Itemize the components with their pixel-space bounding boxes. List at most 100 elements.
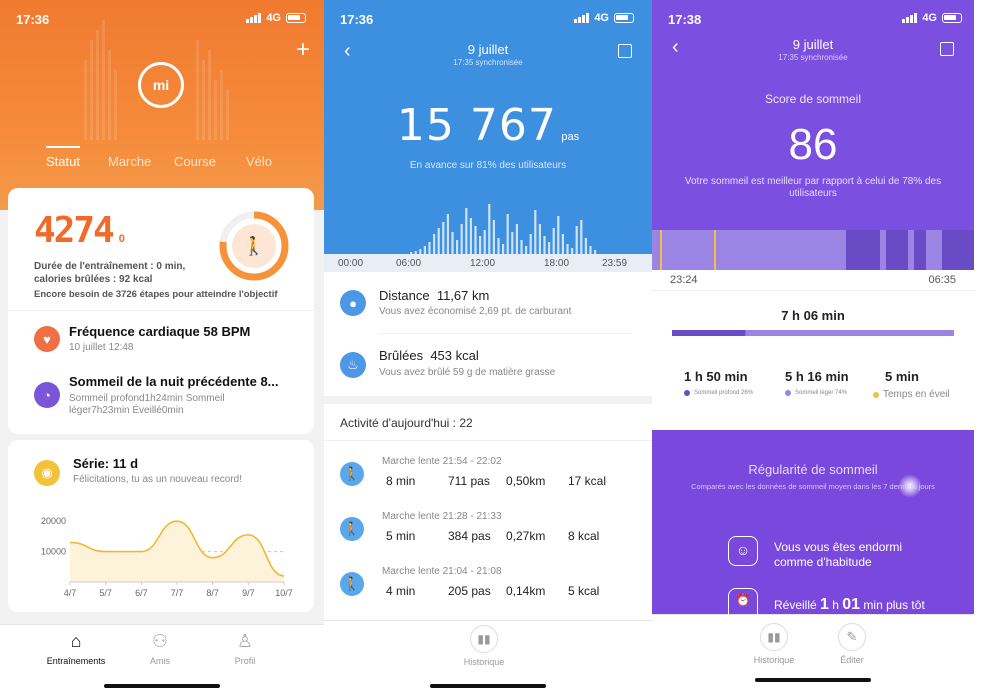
screen-activity-status: 17:36 4G + mi Statut Marche Course Vélo … bbox=[0, 0, 324, 696]
status-bar: 17:36 4G bbox=[324, 0, 652, 36]
time-axis: 00:00 06:00 12:00 18:00 23:59 bbox=[324, 254, 652, 272]
activity-calories: 8 kcal bbox=[568, 529, 600, 543]
distance-label: Distance bbox=[379, 288, 430, 303]
hour-bar bbox=[525, 246, 528, 254]
x-tick-label: 8/7 bbox=[206, 588, 219, 598]
training-calories: calories brûlées : 92 kcal bbox=[34, 274, 153, 285]
hour-bar bbox=[571, 248, 574, 254]
regularity-title: Régularité de sommeil bbox=[748, 462, 878, 477]
history-button[interactable]: ▮▮ Historique bbox=[444, 625, 524, 667]
walker-icon: 🚶 bbox=[243, 235, 265, 256]
y-tick-label: 20000 bbox=[41, 516, 66, 526]
network-type: 4G bbox=[266, 12, 281, 24]
share-icon[interactable] bbox=[940, 42, 954, 56]
edit-button[interactable]: ✎ Éditer bbox=[812, 623, 892, 665]
sleep-header: 17:38 4G ‹ 9 juillet 17:35 synchronisée … bbox=[652, 0, 974, 230]
hour-bar bbox=[548, 242, 551, 254]
hour-bar bbox=[529, 234, 532, 254]
regularity-sub: Comparés avec les données de sommeil moy… bbox=[691, 482, 935, 491]
activity-title: Marche lente 21:04 - 21:08 bbox=[382, 566, 502, 577]
steps-chart: 20000 10000 4/7 5/7 6/7 7/7 8/7 9/7 10/7 bbox=[41, 516, 293, 598]
score-compare: Votre sommeil est meilleur par rapport à… bbox=[684, 176, 942, 199]
history-button[interactable]: ▮▮ Historique bbox=[734, 623, 814, 665]
activity-row[interactable]: 🚶 Marche lente 21:04 - 21:08 4 min 205 p… bbox=[324, 560, 652, 616]
battery-icon bbox=[614, 13, 634, 23]
hour-bar bbox=[594, 250, 597, 254]
hour-bar bbox=[538, 224, 541, 254]
battery-icon bbox=[286, 13, 306, 23]
hour-bar bbox=[479, 236, 482, 254]
x-tick-label: 5/7 bbox=[99, 588, 112, 598]
training-duration: Durée de l'entraînement : 0 min, bbox=[34, 261, 186, 272]
heart-rate-title[interactable]: Fréquence cardiaque 58 BPM bbox=[69, 324, 251, 339]
steps-unit: pas bbox=[561, 131, 580, 143]
activity-title: Marche lente 21:54 - 22:02 bbox=[382, 456, 502, 467]
progress-ring: 🚶 bbox=[219, 211, 289, 281]
streak-card[interactable]: ◉ Série: 11 d Félicitations, tu as un no… bbox=[8, 440, 314, 612]
flame-icon: ♨ bbox=[340, 352, 366, 378]
sleep-sub-1: Sommeil profond1h24min Sommeil bbox=[69, 393, 225, 404]
x-tick-label: 7/7 bbox=[171, 588, 184, 598]
hour-bar bbox=[534, 210, 537, 254]
hour-bar bbox=[506, 214, 509, 254]
activity-steps: 205 pas bbox=[448, 584, 491, 598]
activity-distance: 0,27km bbox=[506, 529, 546, 543]
hour-bar bbox=[419, 249, 422, 254]
hour-bar bbox=[566, 244, 569, 254]
nav-amis[interactable]: ⚇ Amis bbox=[125, 631, 195, 666]
light-sleep-value: 5 h 16 min bbox=[785, 369, 849, 384]
burn-label: Brûlées bbox=[379, 348, 424, 363]
tab-velo[interactable]: Vélo bbox=[246, 154, 273, 169]
back-icon[interactable]: ‹ bbox=[672, 36, 679, 58]
mi-logo: mi bbox=[138, 62, 184, 108]
nav-profil[interactable]: ♙ Profil bbox=[210, 631, 280, 666]
hour-bar bbox=[423, 246, 426, 254]
tab-course[interactable]: Course bbox=[174, 154, 216, 169]
axis-tick: 00:00 bbox=[338, 258, 364, 269]
hour-bar bbox=[451, 232, 454, 254]
calories-unit: 0 bbox=[118, 233, 125, 245]
sync-text: 17:35 synchronisée bbox=[453, 58, 523, 67]
add-icon[interactable]: + bbox=[295, 36, 310, 63]
ahead-text: En avance sur 81% des utilisateurs bbox=[409, 160, 567, 171]
location-icon: ● bbox=[340, 290, 366, 316]
summary-card[interactable]: 4274 0 Durée de l'entraînement : 0 min, … bbox=[8, 188, 314, 434]
sync-text: 17:35 synchronisée bbox=[778, 53, 848, 62]
nav-entrainements[interactable]: ⌂ Entraînements bbox=[41, 631, 111, 666]
hour-bar bbox=[442, 222, 445, 254]
activity-row[interactable]: 🚶 Marche lente 21:54 - 22:02 8 min 711 p… bbox=[324, 450, 652, 506]
share-icon[interactable] bbox=[618, 44, 632, 58]
score-label: Score de sommeil bbox=[764, 92, 862, 106]
status-bar: 17:38 4G bbox=[652, 0, 974, 36]
status-time: 17:38 bbox=[668, 12, 702, 27]
hour-bar bbox=[561, 234, 564, 254]
activity-row[interactable]: 🚶 Marche lente 21:28 - 21:33 5 min 384 p… bbox=[324, 505, 652, 561]
divider bbox=[652, 290, 974, 291]
sleep-start: 23:24 bbox=[670, 274, 698, 286]
streak-title: Série: 11 d bbox=[73, 456, 139, 471]
hour-bar bbox=[520, 240, 523, 254]
goal-text: Encore besoin de 3726 étapes pour attein… bbox=[34, 289, 278, 300]
hour-bar bbox=[497, 238, 500, 254]
deep-sleep-value: 1 h 50 min bbox=[684, 369, 748, 384]
activity-duration: 5 min bbox=[386, 529, 416, 543]
header-banner: 17:36 4G + mi Statut Marche Course Vélo bbox=[0, 0, 324, 210]
header-decoration bbox=[84, 20, 229, 140]
awake-segment bbox=[660, 230, 662, 270]
badge-icon: ◉ bbox=[34, 460, 60, 486]
alarm-icon: ⏰ bbox=[728, 588, 758, 616]
back-icon[interactable]: ‹ bbox=[344, 40, 351, 62]
tab-statut[interactable]: Statut bbox=[46, 154, 80, 169]
awake-legend: Temps en éveil bbox=[873, 389, 950, 400]
hour-bar bbox=[584, 238, 587, 254]
sleep-title[interactable]: Sommeil de la nuit précédente 8... bbox=[69, 374, 279, 389]
hour-bar bbox=[483, 230, 486, 254]
network-type: 4G bbox=[594, 12, 609, 24]
sleep-timeline bbox=[652, 230, 974, 270]
tab-marche[interactable]: Marche bbox=[108, 154, 152, 169]
status-bar: 17:36 4G bbox=[0, 0, 324, 36]
activity-calories: 5 kcal bbox=[568, 584, 600, 598]
activity-duration: 8 min bbox=[386, 474, 416, 488]
signal-icon bbox=[902, 13, 918, 23]
signal-icon bbox=[246, 13, 262, 23]
